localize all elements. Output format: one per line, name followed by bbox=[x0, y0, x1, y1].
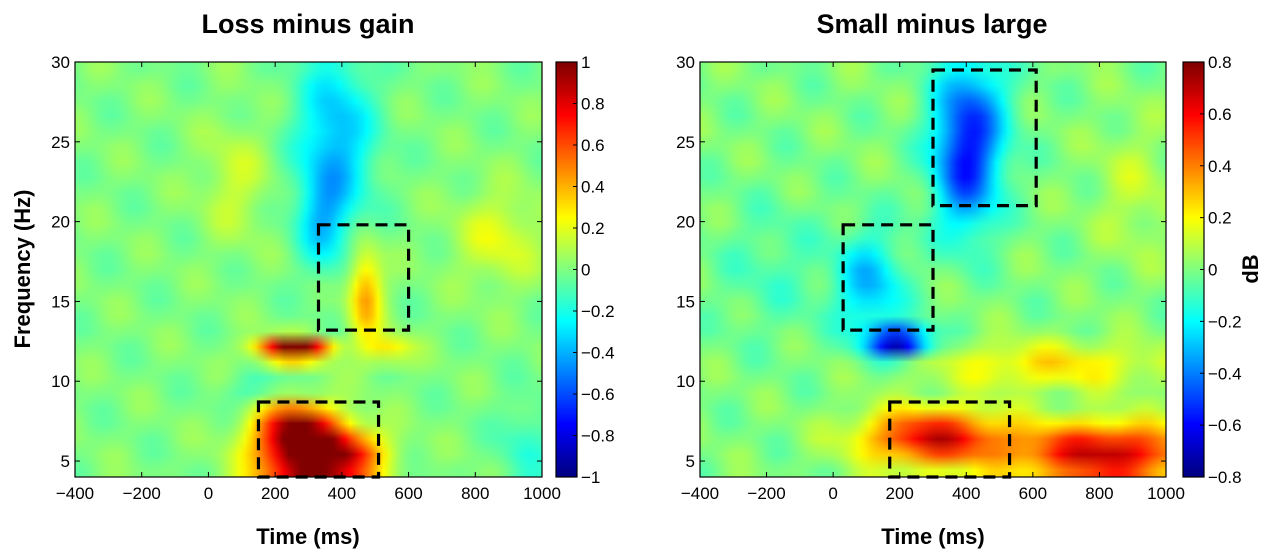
x-axis-label: Time (ms) bbox=[881, 524, 985, 549]
y-axis-ticks: 5 10 15 20 25 30 bbox=[51, 53, 542, 471]
y-axis-label: Frequency (Hz) bbox=[10, 190, 35, 349]
colorbar-tick-label: 0 bbox=[1208, 261, 1217, 280]
y-tick-label: 25 bbox=[51, 133, 70, 152]
colorbar-tick-label: −0.4 bbox=[1208, 364, 1242, 383]
x-tick-label: −200 bbox=[123, 484, 161, 503]
y-tick-label: 20 bbox=[51, 213, 70, 232]
y-tick-label: 15 bbox=[51, 292, 70, 311]
x-tick-label: 1000 bbox=[1147, 484, 1185, 503]
y-tick-label: 25 bbox=[676, 133, 695, 152]
colorbar-tick-label: 0.6 bbox=[581, 136, 605, 155]
colorbar-tick-label: 0 bbox=[581, 261, 590, 280]
x-tick-label: 0 bbox=[204, 484, 213, 503]
x-tick-label: −400 bbox=[56, 484, 94, 503]
x-tick-label: 400 bbox=[952, 484, 980, 503]
panel-small-minus-large: Small minus large −400 −200 0 200 400 600 800 1… bbox=[676, 9, 1263, 549]
y-tick-label: 5 bbox=[686, 452, 695, 471]
y-tick-label: 30 bbox=[676, 53, 695, 72]
colorbar-tick-label: −1 bbox=[581, 468, 600, 487]
roi-box bbox=[931, 68, 1038, 208]
x-axis-ticks: −400 −200 0 200 400 600 800 1000 bbox=[56, 62, 561, 503]
y-tick-label: 10 bbox=[676, 372, 695, 391]
plot-frame bbox=[74, 61, 543, 478]
plot-frame bbox=[699, 61, 1167, 478]
x-tick-label: 0 bbox=[828, 484, 837, 503]
roi-box bbox=[316, 223, 411, 332]
colorbar-tick-label: 0.8 bbox=[581, 95, 605, 114]
panel-title: Small minus large bbox=[816, 9, 1047, 39]
x-tick-label: −200 bbox=[747, 484, 785, 503]
colorbar-gradient bbox=[1183, 62, 1204, 477]
colorbar-tick-label: 0.4 bbox=[1208, 157, 1232, 176]
x-tick-label: 800 bbox=[461, 484, 489, 503]
colorbar-tick-label: 0.2 bbox=[1208, 209, 1232, 228]
y-axis-ticks: 5 10 15 20 25 30 bbox=[676, 53, 1166, 471]
y-tick-label: 15 bbox=[676, 292, 695, 311]
colorbar-gradient bbox=[556, 62, 577, 477]
colorbar-ticks: −0.8 −0.6 −0.4 −0.2 0 0.2 0.4 0.6 0.8 bbox=[1200, 53, 1242, 487]
colorbar-ticks: −1 −0.8 −0.6 −0.4 −0.2 0 0.2 0.4 0.6 0.8 1 bbox=[573, 53, 615, 487]
panel-title: Loss minus gain bbox=[201, 9, 414, 39]
heatmap-image bbox=[75, 62, 542, 477]
y-tick-label: 30 bbox=[51, 53, 70, 72]
colorbar-tick-label: 0.6 bbox=[1208, 105, 1232, 124]
panel-loss-minus-gain: Loss minus gain −400 −200 0 200 400 600 800 100… bbox=[10, 9, 615, 549]
colorbar-tick-label: −0.4 bbox=[581, 344, 615, 363]
x-tick-label: 600 bbox=[1019, 484, 1047, 503]
colorbar-tick-label: −0.8 bbox=[1208, 468, 1242, 487]
colorbar-tick-label: −0.2 bbox=[1208, 312, 1242, 331]
x-tick-label: 600 bbox=[394, 484, 422, 503]
y-tick-label: 5 bbox=[61, 452, 70, 471]
colorbar-tick-label: −0.8 bbox=[581, 427, 615, 446]
colorbar-tick-label: 0.4 bbox=[581, 178, 605, 197]
colorbar-tick-label: 0.2 bbox=[581, 219, 605, 238]
colorbar-tick-label: 1 bbox=[581, 53, 590, 72]
x-tick-label: 200 bbox=[261, 484, 289, 503]
x-axis-ticks: −400 −200 0 200 400 600 800 1000 bbox=[681, 62, 1185, 503]
colorbar-label: dB bbox=[1238, 254, 1263, 283]
colorbar-tick-label: −0.6 bbox=[1208, 416, 1242, 435]
x-tick-label: 1000 bbox=[523, 484, 561, 503]
colorbar-tick-label: −0.2 bbox=[581, 302, 615, 321]
y-tick-label: 10 bbox=[51, 372, 70, 391]
x-tick-label: −400 bbox=[681, 484, 719, 503]
x-tick-label: 400 bbox=[328, 484, 356, 503]
roi-box bbox=[841, 223, 935, 332]
x-tick-label: 800 bbox=[1085, 484, 1113, 503]
x-tick-label: 200 bbox=[886, 484, 914, 503]
colorbar-tick-label: 0.8 bbox=[1208, 53, 1232, 72]
y-tick-label: 20 bbox=[676, 213, 695, 232]
x-axis-label: Time (ms) bbox=[256, 524, 360, 549]
colorbar-tick-label: −0.6 bbox=[581, 385, 615, 404]
